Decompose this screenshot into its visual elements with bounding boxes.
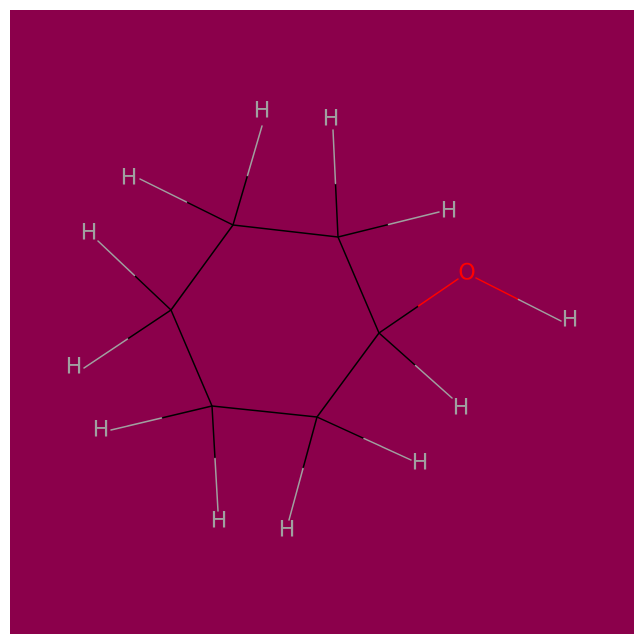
atom-label-layer: H H H H H H H H H H H H O <box>66 99 579 543</box>
oxygen-atom-label: O <box>458 261 475 286</box>
hydrogen-atom-label: H <box>254 99 271 124</box>
bond-c2-h2-b <box>332 129 337 185</box>
hydrogen-atom-label: H <box>562 308 579 333</box>
hydrogen-atom-label: H <box>121 166 138 191</box>
hydrogen-atom-label: H <box>211 509 228 534</box>
bond-c1-h0-a <box>232 174 249 226</box>
bond-c6-h9-a <box>126 309 172 340</box>
bond-c5-c6 <box>170 309 213 407</box>
bond-c6-h10-b <box>97 240 136 277</box>
bond-c4-h6-b <box>288 467 304 521</box>
bond-c3-o-a <box>378 305 420 334</box>
bond-layer <box>83 125 562 521</box>
bond-c6-h10-a <box>133 274 172 311</box>
bond-c5-h8-a <box>160 405 213 419</box>
hydrogen-atom-label: H <box>93 418 110 443</box>
bond-c4-h5-b <box>363 437 412 461</box>
bond-c4-h6-a <box>302 416 318 470</box>
bond-c5-h8-b <box>110 417 163 431</box>
hydrogen-atom-label: H <box>279 518 296 543</box>
bond-c3-c4 <box>316 332 380 418</box>
hydrogen-atom-label: H <box>323 107 340 132</box>
bond-c2-h3-b <box>387 211 440 226</box>
bond-c3-h4-b <box>414 364 453 399</box>
bond-c4-c5 <box>211 405 318 418</box>
bond-c2-h3-a <box>337 223 390 238</box>
bond-c5-h7-b <box>214 457 219 512</box>
bond-c1-h1-b <box>139 178 188 203</box>
bond-c1-c2 <box>232 224 339 238</box>
bond-c1-h0-b <box>246 125 263 177</box>
bond-c2-h2-a <box>334 182 339 238</box>
bond-c2-c3 <box>337 236 380 334</box>
hydrogen-atom-label: H <box>81 221 98 246</box>
diagram-background <box>10 10 634 634</box>
bond-c3-o-b <box>417 278 459 307</box>
bond-c1-h1-a <box>185 201 234 226</box>
bond-c6-c1 <box>170 224 234 311</box>
bond-c5-h7-a <box>211 405 216 460</box>
bond-c4-h5-a <box>316 416 365 440</box>
hydrogen-atom-label: H <box>66 355 83 380</box>
bond-c6-h9-b <box>83 338 129 369</box>
bond-o-h11-b <box>517 298 562 322</box>
bond-c3-h4-a <box>378 332 417 367</box>
bond-o-h11-a <box>475 277 520 301</box>
hydrogen-atom-label: H <box>453 396 470 421</box>
hydrogen-atom-label: H <box>412 451 429 476</box>
hydrogen-atom-label: H <box>441 199 458 224</box>
